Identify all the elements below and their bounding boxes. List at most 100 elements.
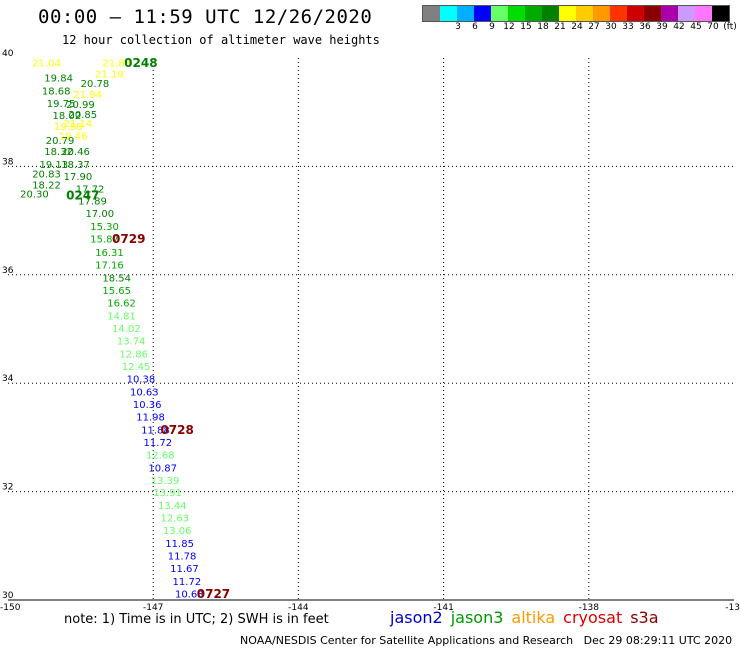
footer-credit: NOAA/NESDIS Center for Satellite Applica… bbox=[240, 634, 733, 647]
wave-height-label: 20.78 bbox=[81, 79, 110, 90]
wave-height-label: 11.98 bbox=[136, 412, 165, 423]
wave-height-label: 17.00 bbox=[85, 209, 114, 220]
wave-height-label: 13.44 bbox=[158, 501, 187, 512]
legend-swatch bbox=[661, 6, 678, 21]
page-title: 00:00 – 11:59 UTC 12/26/2020 bbox=[38, 6, 373, 28]
legend-swatch bbox=[542, 6, 559, 21]
wave-height-label: 20.46 bbox=[61, 147, 90, 158]
wave-height-label: 13.06 bbox=[163, 526, 192, 537]
wave-height-label: 10.38 bbox=[127, 374, 156, 385]
pass-time-label: 0728 bbox=[160, 423, 193, 437]
wave-height-label: 18.22 bbox=[32, 180, 61, 191]
wave-height-label: 18.54 bbox=[102, 274, 131, 285]
satellite-s3a: s3a bbox=[630, 608, 659, 627]
legend-label: (ft) bbox=[723, 22, 737, 32]
wave-height-label: 13.91 bbox=[153, 488, 182, 499]
wave-height-label: 21.88 bbox=[102, 58, 131, 69]
legend-swatch bbox=[695, 6, 712, 21]
wave-height-label: 17.16 bbox=[95, 261, 124, 272]
legend-label: 39 bbox=[656, 22, 668, 32]
legend-label: 3 bbox=[455, 22, 461, 32]
x-tick-label: -138 bbox=[579, 603, 600, 613]
wave-height-label: 20.83 bbox=[32, 170, 61, 181]
pass-time-label: 0727 bbox=[197, 587, 230, 601]
x-tick-label: -141 bbox=[433, 603, 453, 613]
x-tick-label: -144 bbox=[288, 603, 309, 613]
pass-time-label: 0247 bbox=[66, 189, 99, 203]
legend-swatch bbox=[440, 6, 457, 21]
legend-swatch bbox=[627, 6, 644, 21]
grid-layer bbox=[8, 58, 734, 600]
legend-swatch bbox=[678, 6, 695, 21]
wave-height-label: 18.02 bbox=[53, 111, 82, 122]
legend-swatch bbox=[457, 6, 474, 21]
wave-height-label: 11.85 bbox=[165, 539, 194, 550]
y-tick-label: 38 bbox=[2, 157, 14, 167]
wave-height-label: 19.98 bbox=[54, 122, 83, 133]
legend-swatch bbox=[576, 6, 593, 21]
wave-height-label: 20.99 bbox=[66, 100, 95, 111]
legend-swatch bbox=[610, 6, 627, 21]
wave-height-label: 19.75 bbox=[47, 99, 76, 110]
wave-height-label: 20.79 bbox=[46, 136, 75, 147]
x-tick-label: -150 bbox=[0, 603, 21, 613]
wave-height-label: 20.30 bbox=[20, 190, 49, 201]
legend-label: 70 bbox=[707, 22, 719, 32]
wave-height-label: 15.87 bbox=[90, 235, 119, 246]
legend-label: 21 bbox=[554, 22, 566, 32]
wave-height-label: 11.88 bbox=[141, 425, 170, 436]
legend-label: 30 bbox=[605, 22, 617, 32]
wave-height-label: 18.68 bbox=[42, 87, 71, 98]
wave-height-label: 20.85 bbox=[69, 110, 98, 121]
legend-label: 42 bbox=[673, 22, 685, 32]
legend-label: 24 bbox=[571, 22, 583, 32]
wave-height-label: 19.46 bbox=[59, 132, 88, 143]
wave-height-label: 21.14 bbox=[64, 119, 93, 130]
legend-label: 36 bbox=[639, 22, 651, 32]
wave-height-label: 21.94 bbox=[73, 90, 102, 101]
wave-height-label: 17.89 bbox=[78, 197, 107, 208]
wave-height-label: 14.02 bbox=[112, 324, 141, 335]
satellite-jason2: jason2 bbox=[390, 608, 443, 627]
satellite-legend: jason2 jason3 altika cryosat s3a bbox=[390, 608, 659, 627]
wave-height-label: 21.04 bbox=[32, 58, 61, 69]
wave-height-label: 13.74 bbox=[117, 336, 146, 347]
wave-height-label: 19.84 bbox=[44, 74, 73, 85]
x-tick-label: -13 bbox=[725, 603, 740, 613]
wave-height-label: 18.32 bbox=[44, 147, 73, 158]
y-tick-label: 36 bbox=[2, 266, 14, 276]
legend-label: 27 bbox=[588, 22, 600, 32]
wave-height-label: 15.65 bbox=[102, 286, 131, 297]
axis-layer: -150 -147 -144 -141 -138 -13 30 32 34 36 38 40 bbox=[0, 49, 740, 613]
wave-height-label: 11.72 bbox=[144, 438, 173, 449]
wave-height-label: 16.31 bbox=[95, 248, 124, 259]
legend-swatch bbox=[423, 6, 440, 21]
wave-height-label: 11.72 bbox=[173, 577, 202, 588]
wave-height-label: 13.39 bbox=[151, 476, 180, 487]
legend-label: 9 bbox=[489, 22, 495, 32]
pass-time-label: 0729 bbox=[112, 232, 145, 246]
legend-label: 12 bbox=[503, 22, 515, 32]
wave-height-label: 12.45 bbox=[122, 362, 151, 373]
legend-swatch bbox=[491, 6, 508, 21]
legend-label: 18 bbox=[537, 22, 549, 32]
wave-height-label: 11.67 bbox=[170, 564, 199, 575]
legend-label: 45 bbox=[690, 22, 702, 32]
legend-swatch bbox=[508, 6, 525, 21]
wave-height-label: 21.19 bbox=[95, 69, 124, 80]
wave-height-label: 16.62 bbox=[107, 299, 136, 310]
wave-height-label: 11.78 bbox=[168, 552, 197, 563]
legend-swatch bbox=[474, 6, 491, 21]
wave-height-label: 12.86 bbox=[119, 349, 148, 360]
legend-swatch bbox=[559, 6, 576, 21]
wave-height-label: 14.81 bbox=[107, 312, 136, 323]
legend-swatch bbox=[712, 6, 729, 21]
wave-height-label: 19.13 bbox=[39, 160, 68, 171]
pass-time-label: 0248 bbox=[124, 56, 157, 70]
color-scale-legend bbox=[422, 5, 730, 22]
wave-height-label: 10.87 bbox=[148, 463, 177, 474]
legend-label: 15 bbox=[520, 22, 532, 32]
satellite-altika: altika bbox=[511, 608, 556, 627]
